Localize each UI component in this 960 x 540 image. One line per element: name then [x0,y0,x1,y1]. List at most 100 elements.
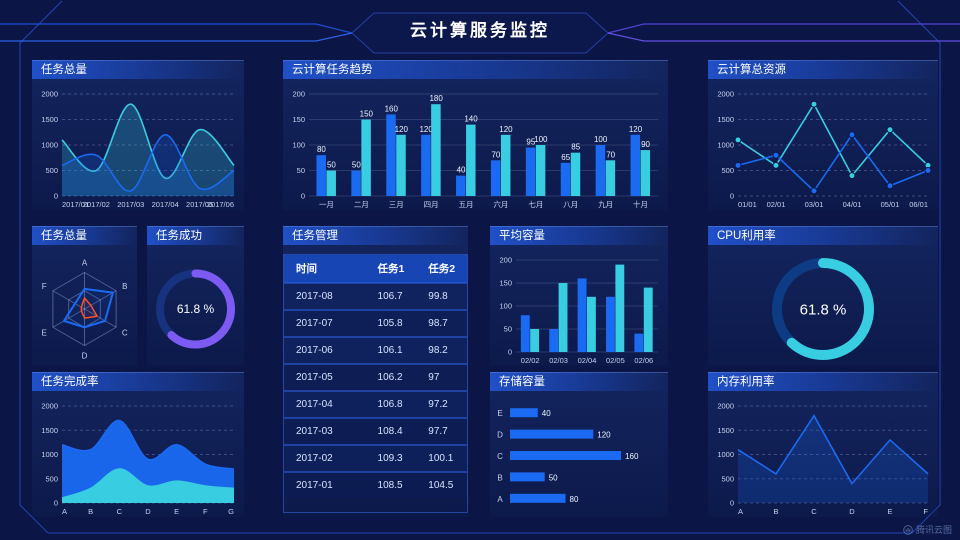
svg-text:十月: 十月 [633,199,648,209]
table-cell: 2017-01 [284,471,366,498]
table-cell: 2017-04 [284,390,366,418]
panel-title: 任务成功 [147,226,244,245]
svg-text:F: F [923,507,928,516]
panel-task-total-line: 任务总量 0 500 1000 1500 2000 2017/01 2017/02 2017/… [32,60,244,210]
svg-text:E: E [42,328,47,337]
table-row: 2017-04 106.8 97.2 [284,390,467,418]
svg-text:70: 70 [606,150,615,159]
panel-title: 内存利用率 [708,372,938,391]
svg-text:2017/03: 2017/03 [117,200,144,209]
svg-text:02/04: 02/04 [578,356,597,365]
svg-text:A: A [738,507,743,516]
table-cell: 2017-07 [284,309,366,337]
svg-text:2000: 2000 [41,90,58,99]
svg-text:二月: 二月 [354,200,369,209]
task-total-line-chart: 0 500 1000 1500 2000 2017/01 2017/02 2017/03 201… [32,82,244,210]
svg-text:120: 120 [499,125,513,134]
svg-text:1000: 1000 [717,450,734,459]
svg-text:B: B [122,282,127,291]
svg-text:65: 65 [561,153,570,162]
svg-text:160: 160 [625,452,639,461]
svg-text:50: 50 [352,161,361,170]
brand-watermark-label: 腾讯云图 [915,525,952,535]
table-cell: 109.3 [365,444,417,472]
svg-text:500: 500 [45,166,58,175]
svg-text:1500: 1500 [41,426,58,435]
svg-text:2000: 2000 [41,402,58,411]
svg-text:2017/04: 2017/04 [152,200,179,209]
panel-title: 任务管理 [283,226,468,245]
panel-task-table: 任务管理 时间 任务1 任务2 2017-08 106.7 99.8 2017-07 105.… [283,226,468,517]
svg-text:C: C [497,452,503,461]
table-cell: 2017-06 [284,336,366,364]
svg-text:八月: 八月 [563,200,578,209]
task-table: 时间 任务1 任务2 2017-08 106.7 99.8 2017-07 105.8 98.7… [283,254,468,513]
svg-text:F: F [203,507,208,516]
table-cell: 97.7 [416,417,467,445]
panel-task-radar: 任务总量 A B C D E F [32,226,137,366]
svg-text:D: D [82,352,88,361]
svg-text:03/01: 03/01 [805,200,824,209]
table-cell: 2017-08 [284,282,366,310]
svg-text:500: 500 [721,474,734,483]
table-cell: 2017-05 [284,363,366,391]
svg-text:150: 150 [360,110,374,119]
svg-text:85: 85 [571,143,580,152]
svg-text:50: 50 [504,325,512,334]
svg-text:B: B [497,473,502,482]
memory-line-chart: 0 500 1000 1500 2000 A B C D E F [708,394,938,517]
cloud-resource-line-chart: 0 500 1000 1500 2000 01/01 02/01 03/01 04/01 05/0… [708,82,938,210]
svg-text:0: 0 [301,192,305,201]
svg-text:04/01: 04/01 [843,200,862,209]
svg-text:C: C [122,328,128,337]
svg-text:02/01: 02/01 [767,200,786,209]
table-header-cell: 时间 [284,255,366,283]
table-cell: 106.7 [365,282,417,310]
task-completion-area-chart: 0 500 1000 1500 2000 A B C D E F G [32,394,244,517]
svg-text:0: 0 [508,348,512,357]
svg-text:D: D [145,507,151,516]
svg-text:D: D [849,507,855,516]
table-row: 2017-06 106.1 98.2 [284,336,467,364]
table-cell: 98.7 [416,309,467,337]
svg-text:80: 80 [570,495,579,504]
panel-cloud-resource: 云计算总资源 0 500 1000 1500 2000 01/01 02/01 03/01 04… [708,60,938,210]
svg-text:140: 140 [464,115,478,124]
svg-text:2000: 2000 [717,90,734,99]
svg-text:F: F [42,282,47,291]
svg-text:02/02: 02/02 [521,356,540,365]
svg-text:G: G [228,507,234,516]
svg-text:150: 150 [499,279,512,288]
svg-text:50: 50 [327,161,336,170]
panel-task-success: 任务成功 61.8 % [147,226,244,366]
storage-hbar-chart: E 40 D 120 C 160 B 50 A 80 [490,394,668,517]
table-cell: 106.1 [365,336,417,364]
svg-text:02/06: 02/06 [634,356,653,365]
page-title: 云计算服务监控 [410,21,550,40]
panel-title: 云计算任务趋势 [283,60,668,79]
svg-text:50: 50 [549,473,558,482]
table-cell: 104.5 [416,471,467,498]
svg-text:61.8 %: 61.8 % [177,302,215,316]
svg-text:160: 160 [385,104,399,113]
svg-text:1500: 1500 [41,115,58,124]
svg-text:九月: 九月 [598,200,613,209]
table-header-cell: 任务2 [416,255,467,283]
table-cell: 2017-02 [284,444,366,472]
svg-text:500: 500 [721,166,734,175]
svg-text:七月: 七月 [528,200,543,209]
avg-capacity-bar-chart: 0 50 100 150 200 02/02 02/03 02/04 02/05 02/06 [490,248,668,366]
table-row: 2017-02 109.3 100.1 [284,444,467,472]
table-row: 2017-03 108.4 97.7 [284,417,467,445]
panel-title: 平均容量 [490,226,668,245]
svg-text:1000: 1000 [717,141,734,150]
svg-text:0: 0 [54,192,58,201]
svg-text:40: 40 [457,166,466,175]
brand-watermark: 腾讯云图 [903,523,952,536]
svg-text:100: 100 [534,135,548,144]
panel-title: 存储容量 [490,372,668,391]
svg-text:02/05: 02/05 [606,356,625,365]
svg-text:120: 120 [629,125,643,134]
panel-title: CPU利用率 [708,226,938,245]
svg-text:E: E [497,409,502,418]
